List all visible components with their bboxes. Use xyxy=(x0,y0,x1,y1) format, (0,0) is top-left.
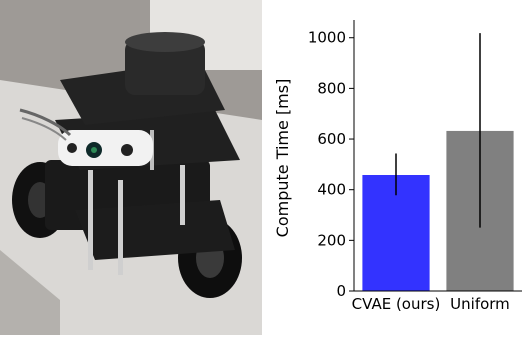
y-tick-label-5: 1000 xyxy=(308,29,346,47)
chart-svg: Compute Time [ms] CVAE (ours) Uniform 0 200… xyxy=(273,20,522,313)
y-tick-label-0: 0 xyxy=(336,282,346,300)
y-tick-label-2: 400 xyxy=(317,181,346,199)
y-tick-label-1: 200 xyxy=(317,231,346,249)
x-tick-label-1: Uniform xyxy=(450,295,510,313)
y-axis-label: Compute Time [ms] xyxy=(273,79,292,238)
y-tick-label-3: 600 xyxy=(317,130,346,148)
robot-photo xyxy=(0,0,262,335)
x-tick-label-0: CVAE (ours) xyxy=(352,295,441,313)
robot-photo-drawing xyxy=(0,0,262,335)
y-tick-label-4: 800 xyxy=(317,79,346,97)
bar-chart: Compute Time [ms] CVAE (ours) Uniform 0 200… xyxy=(266,0,522,335)
